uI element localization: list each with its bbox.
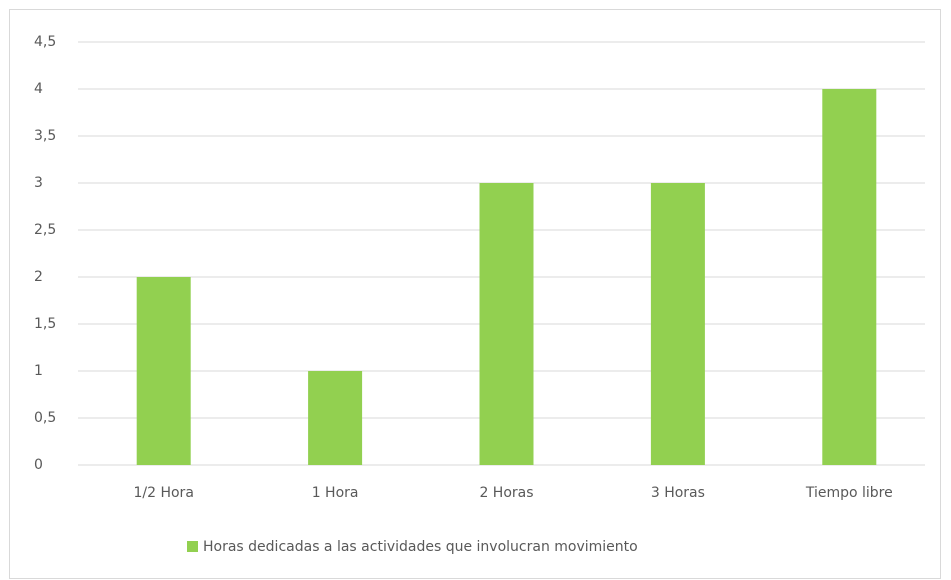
y-tick-label: 1 xyxy=(34,363,43,379)
bar xyxy=(822,89,877,465)
x-tick-label: 1/2 Hora xyxy=(133,485,193,501)
y-tick-label: 0,5 xyxy=(34,410,56,426)
bar xyxy=(479,183,534,465)
y-tick-label: 3 xyxy=(34,175,43,191)
bar xyxy=(308,371,363,465)
x-tick-label: 2 Horas xyxy=(479,485,533,501)
y-tick-label: 0 xyxy=(34,457,43,473)
y-tick-label: 4,5 xyxy=(34,34,56,50)
y-tick-label: 2,5 xyxy=(34,222,56,238)
x-tick-label: Tiempo libre xyxy=(805,485,893,501)
y-tick-label: 4 xyxy=(34,81,43,97)
y-tick-label: 1,5 xyxy=(34,316,56,332)
legend-swatch xyxy=(187,541,198,552)
bar xyxy=(136,277,191,465)
y-tick-label: 3,5 xyxy=(34,128,56,144)
legend-label: Horas dedicadas a las actividades que in… xyxy=(203,539,638,555)
bar xyxy=(650,183,705,465)
x-tick-label: 1 Hora xyxy=(312,485,359,501)
y-tick-label: 2 xyxy=(34,269,43,285)
x-tick-label: 3 Horas xyxy=(651,485,705,501)
